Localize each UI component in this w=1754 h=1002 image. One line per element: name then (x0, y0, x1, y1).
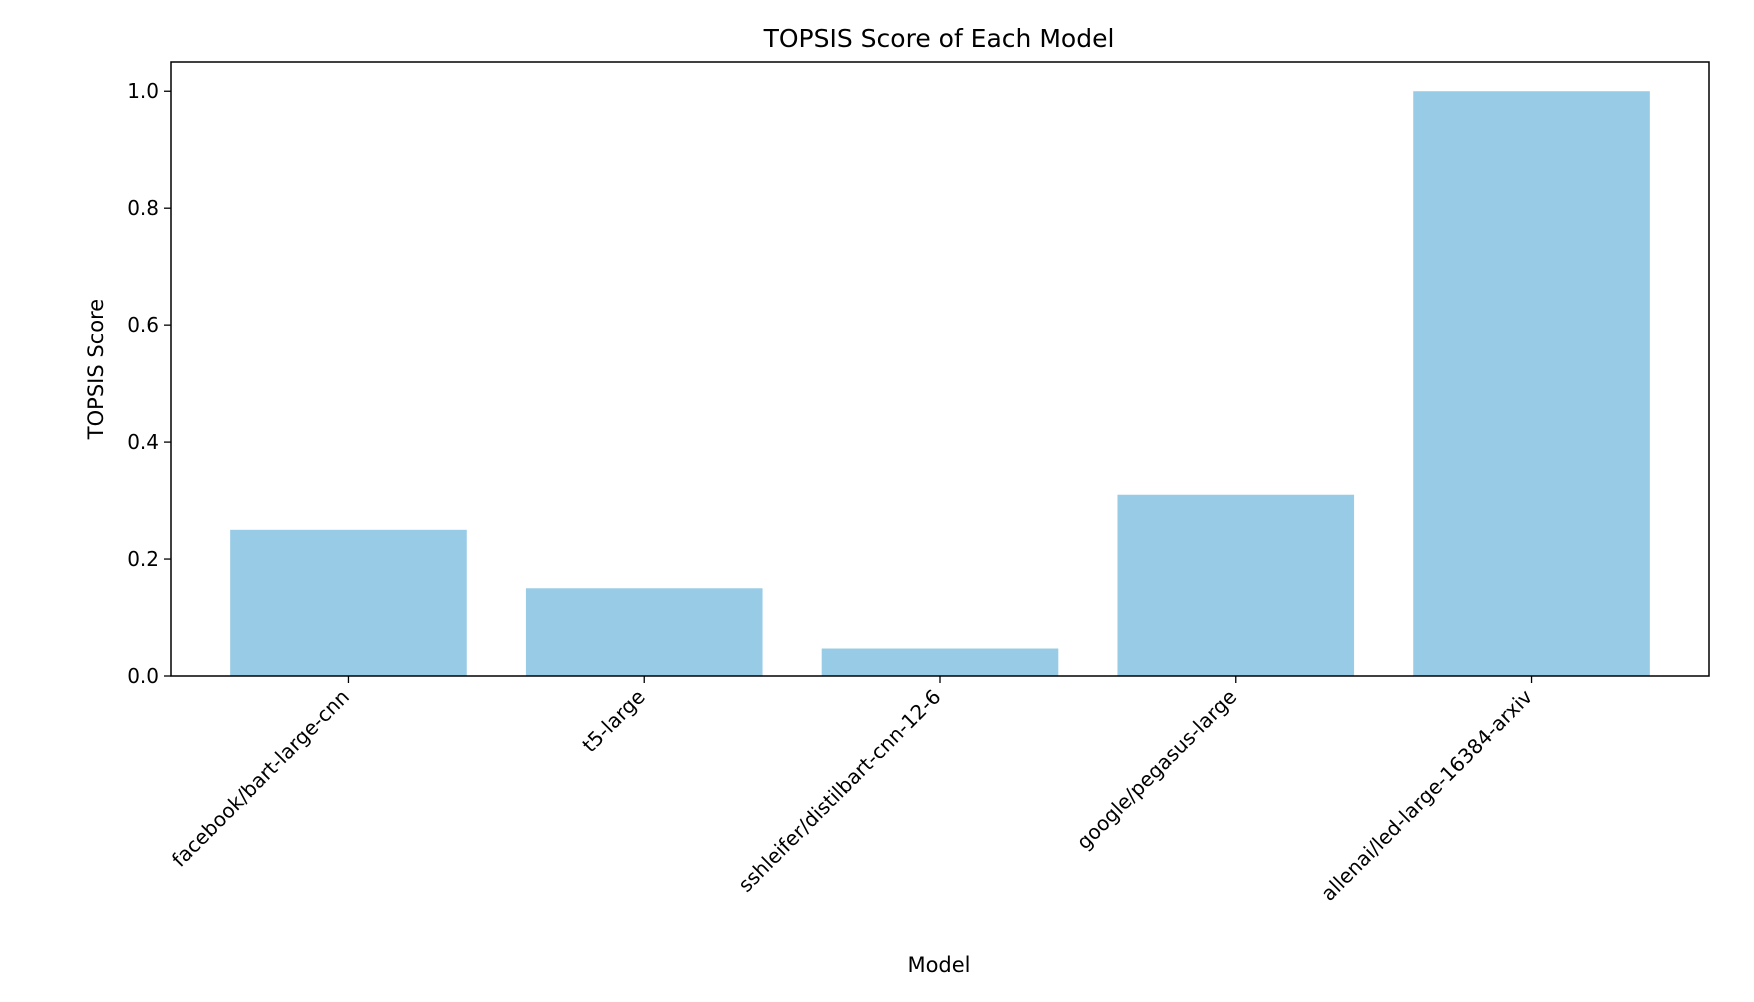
y-tick-label: 0.4 (127, 430, 159, 454)
chart-title: TOPSIS Score of Each Model (763, 24, 1115, 53)
bar (821, 648, 1059, 676)
bar (525, 588, 763, 676)
bar (1117, 494, 1355, 676)
bar (230, 529, 467, 676)
y-axis: 0.0 0.2 0.4 0.6 0.8 1.0 (127, 79, 171, 688)
bar (1413, 91, 1650, 676)
x-tick-label: t5-large (577, 685, 649, 757)
y-tick-label: 0.2 (127, 547, 159, 571)
y-tick-label: 0.8 (127, 196, 159, 220)
y-axis-label: TOPSIS Score (84, 299, 108, 440)
y-tick-label: 0.6 (127, 313, 159, 337)
y-tick-label: 1.0 (127, 79, 159, 103)
x-tick-label: google/pegasus-large (1072, 685, 1242, 855)
x-tick-label: allenai/led-large-16384-arxiv (1316, 684, 1537, 905)
bars-layer (230, 91, 1650, 676)
x-tick-label: sshleifer/distilbart-cnn-12-6 (733, 685, 945, 897)
x-tick-label: facebook/bart-large-cnn (167, 685, 354, 872)
x-axis-label: Model (907, 953, 970, 977)
y-tick-label: 0.0 (127, 664, 159, 688)
x-axis: facebook/bart-large-cnn t5-large sshleifer… (167, 676, 1537, 906)
